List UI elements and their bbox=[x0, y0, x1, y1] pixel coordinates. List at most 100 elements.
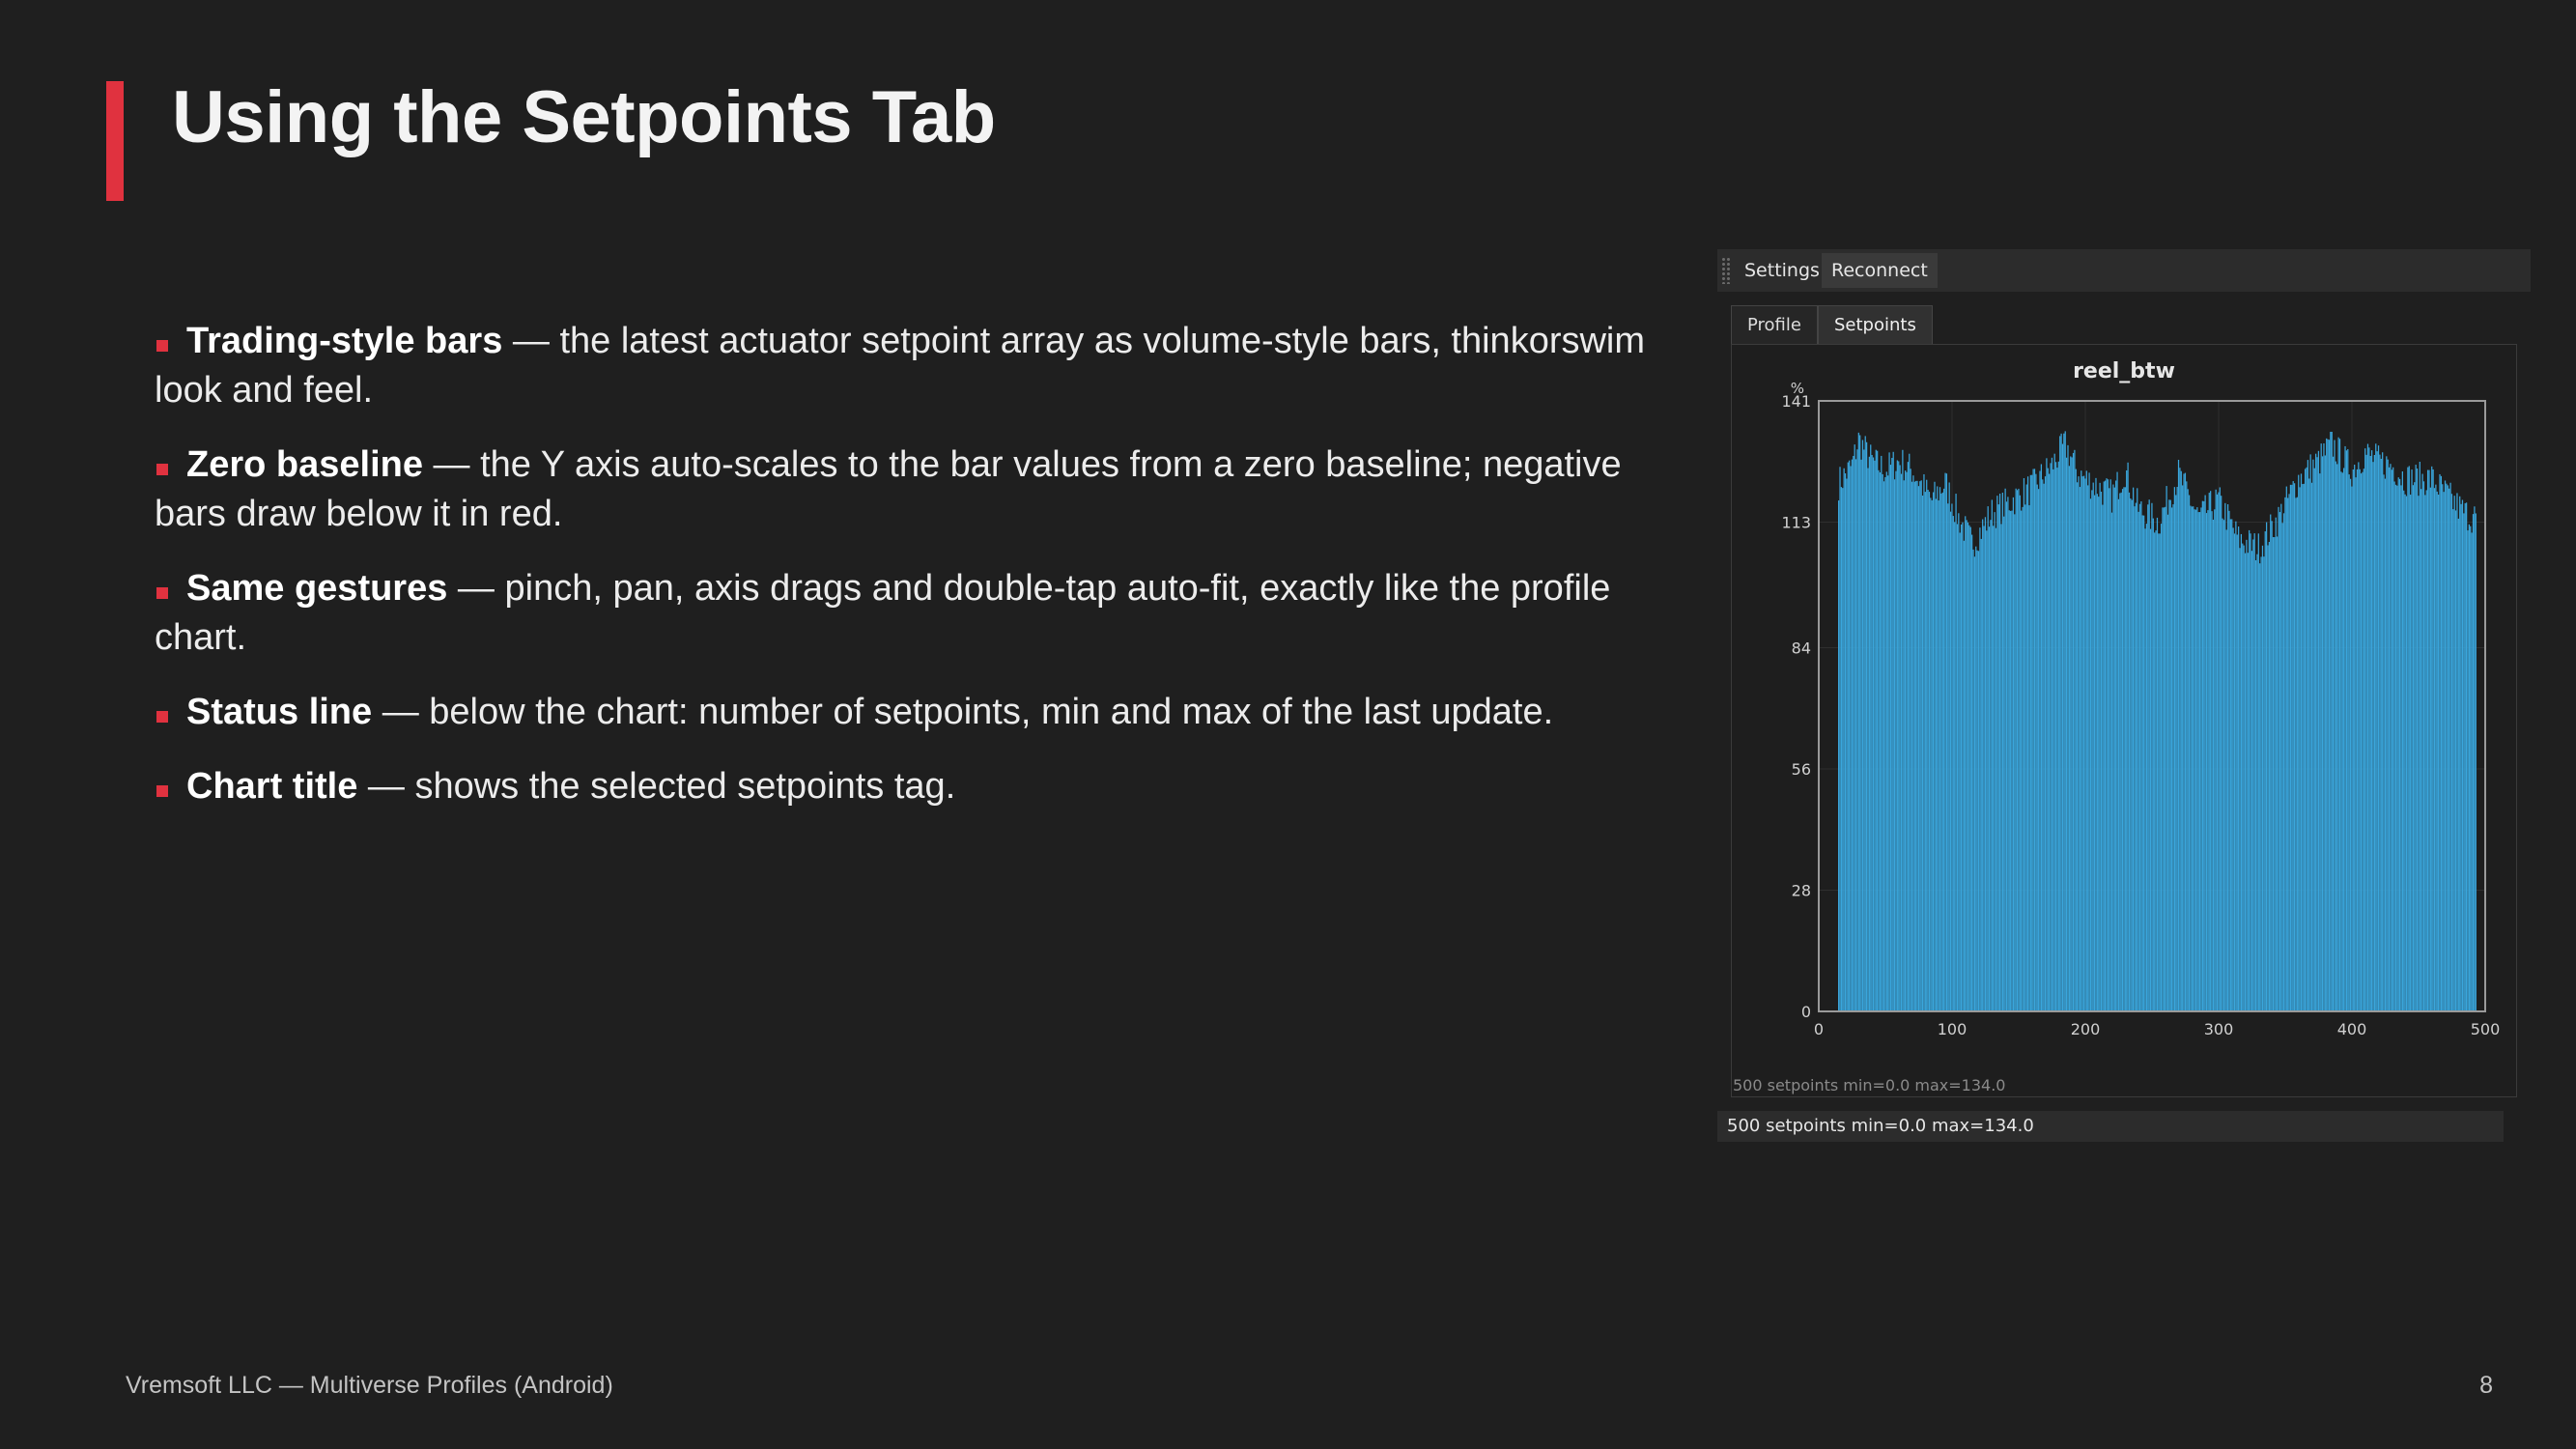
reconnect-button[interactable]: Reconnect bbox=[1822, 253, 1938, 288]
y-axis[interactable]: 0 28 56 84 113 141 bbox=[1781, 392, 1811, 1021]
settings-button[interactable]: Settings bbox=[1735, 253, 1829, 288]
setpoint-bar bbox=[1932, 492, 1935, 1011]
setpoint-bar bbox=[2205, 513, 2208, 1011]
tab-setpoints[interactable]: Setpoints bbox=[1818, 305, 1933, 345]
setpoint-bar bbox=[2348, 474, 2350, 1011]
setpoint-bar bbox=[2268, 541, 2270, 1011]
setpoint-bar bbox=[2078, 476, 2080, 1011]
app-toolbar: Settings Reconnect bbox=[1717, 249, 2531, 292]
setpoint-bar bbox=[1878, 469, 1880, 1011]
setpoint-bar bbox=[1919, 481, 1921, 1011]
setpoint-bar bbox=[2028, 505, 2030, 1011]
title-accent-bar bbox=[106, 81, 124, 201]
setpoint-bar bbox=[1842, 488, 1844, 1011]
setpoint-bar bbox=[2247, 553, 2249, 1011]
setpoint-bar bbox=[1912, 475, 1914, 1011]
setpoint-bar bbox=[1996, 496, 1998, 1011]
setpoint-bar bbox=[2407, 467, 2409, 1011]
x-tick-label: 500 bbox=[2471, 1020, 2501, 1038]
setpoint-bar bbox=[1935, 498, 1937, 1011]
setpoint-bar bbox=[2272, 537, 2275, 1011]
setpoint-bar bbox=[2377, 445, 2380, 1011]
setpoint-bar bbox=[2439, 473, 2441, 1011]
setpoint-bar bbox=[2384, 478, 2387, 1011]
setpoint-bar bbox=[2198, 512, 2201, 1011]
setpoint-bar bbox=[1945, 473, 1948, 1011]
setpoint-bar bbox=[2298, 474, 2300, 1011]
setpoint-bar bbox=[1893, 479, 1896, 1011]
setpoint-bar bbox=[1849, 460, 1851, 1011]
setpoint-bar bbox=[2459, 496, 2461, 1011]
setpoint-bar bbox=[2190, 505, 2192, 1011]
setpoint-bar bbox=[2321, 456, 2324, 1011]
setpoint-bar bbox=[1934, 481, 1936, 1011]
setpoint-bar bbox=[1884, 476, 1886, 1011]
setpoint-bar bbox=[1900, 473, 1903, 1011]
setpoint-bar bbox=[2317, 450, 2320, 1011]
setpoint-bar bbox=[2397, 477, 2399, 1011]
bullet-item: Zero baseline — the Y axis auto-scales t… bbox=[155, 440, 1690, 539]
setpoint-bar bbox=[1927, 489, 1929, 1011]
setpoint-bar bbox=[2059, 436, 2061, 1011]
setpoint-bar bbox=[1991, 499, 1993, 1011]
setpoint-bar bbox=[1973, 556, 1976, 1011]
toolbar-grip-icon[interactable] bbox=[1721, 257, 1731, 284]
setpoint-bar bbox=[2280, 503, 2282, 1011]
setpoint-bar bbox=[2265, 522, 2268, 1011]
setpoint-bar bbox=[2239, 548, 2241, 1011]
setpoint-bar bbox=[2433, 488, 2436, 1011]
setpoint-bar bbox=[2085, 470, 2087, 1011]
setpoint-bar bbox=[2107, 479, 2109, 1011]
setpoint-bar bbox=[2281, 523, 2283, 1011]
setpoint-bar bbox=[2405, 496, 2408, 1011]
setpoint-bar bbox=[2010, 510, 2012, 1011]
setpoint-bar bbox=[2390, 464, 2392, 1011]
setpoint-bar bbox=[2165, 506, 2166, 1011]
setpoint-bar bbox=[2226, 504, 2229, 1011]
setpoint-bar bbox=[2400, 485, 2402, 1011]
setpoint-bar bbox=[2064, 431, 2066, 1012]
bullet-square-icon bbox=[156, 785, 168, 797]
setpoint-bar bbox=[2242, 543, 2244, 1011]
setpoint-bar bbox=[2121, 489, 2124, 1011]
setpoint-bar bbox=[2411, 469, 2413, 1011]
y-tick-label: 0 bbox=[1801, 1003, 1811, 1021]
setpoint-bar bbox=[2191, 506, 2193, 1011]
setpoint-bar bbox=[2464, 502, 2466, 1011]
setpoint-bar bbox=[2156, 517, 2159, 1011]
setpoint-bar bbox=[2106, 478, 2108, 1011]
setpoint-bar bbox=[1984, 517, 1987, 1011]
setpoint-bar bbox=[2068, 466, 2070, 1011]
setpoint-bar bbox=[1916, 480, 1918, 1012]
x-axis[interactable]: 0 100 200 300 400 500 bbox=[1814, 1020, 2500, 1038]
setpoint-bar bbox=[1952, 516, 1954, 1011]
setpoint-bar bbox=[2438, 494, 2440, 1011]
setpoint-bar bbox=[2148, 499, 2150, 1011]
setpoint-bar bbox=[2386, 456, 2388, 1011]
setpoint-bar bbox=[1877, 450, 1879, 1011]
setpoint-bar bbox=[2054, 462, 2057, 1011]
setpoint-bar bbox=[2414, 482, 2416, 1011]
setpoint-bar bbox=[2396, 485, 2398, 1011]
chart-panel[interactable]: reel_btw % 0 28 56 84 113 141 0 100 200 300 400 50… bbox=[1731, 344, 2517, 1097]
setpoint-bar bbox=[1889, 465, 1892, 1011]
setpoint-bar bbox=[2215, 489, 2217, 1011]
setpoint-bar bbox=[2326, 438, 2328, 1011]
setpoint-bar bbox=[2218, 492, 2220, 1011]
setpoint-bar bbox=[2250, 551, 2253, 1011]
bullet-item: Chart title — shows the selected setpoin… bbox=[155, 762, 1690, 811]
setpoint-bar bbox=[2450, 494, 2453, 1011]
setpoint-bar bbox=[2275, 517, 2277, 1011]
setpoint-bar bbox=[2412, 485, 2415, 1011]
setpoint-bar bbox=[2183, 473, 2185, 1011]
setpoint-bar bbox=[2221, 496, 2222, 1011]
setpoint-bar bbox=[2046, 458, 2048, 1011]
setpoint-bar bbox=[2356, 469, 2359, 1011]
bullet-term: Same gestures bbox=[186, 568, 448, 609]
setpoint-bar bbox=[1917, 486, 1920, 1012]
setpoints-bar-chart[interactable]: reel_btw % 0 28 56 84 113 141 0 100 200 300 400 50… bbox=[1732, 345, 2516, 1096]
tab-profile[interactable]: Profile bbox=[1731, 305, 1818, 345]
setpoint-bar bbox=[2261, 545, 2264, 1011]
setpoint-bar bbox=[2152, 518, 2154, 1011]
setpoint-bar bbox=[2138, 503, 2141, 1011]
